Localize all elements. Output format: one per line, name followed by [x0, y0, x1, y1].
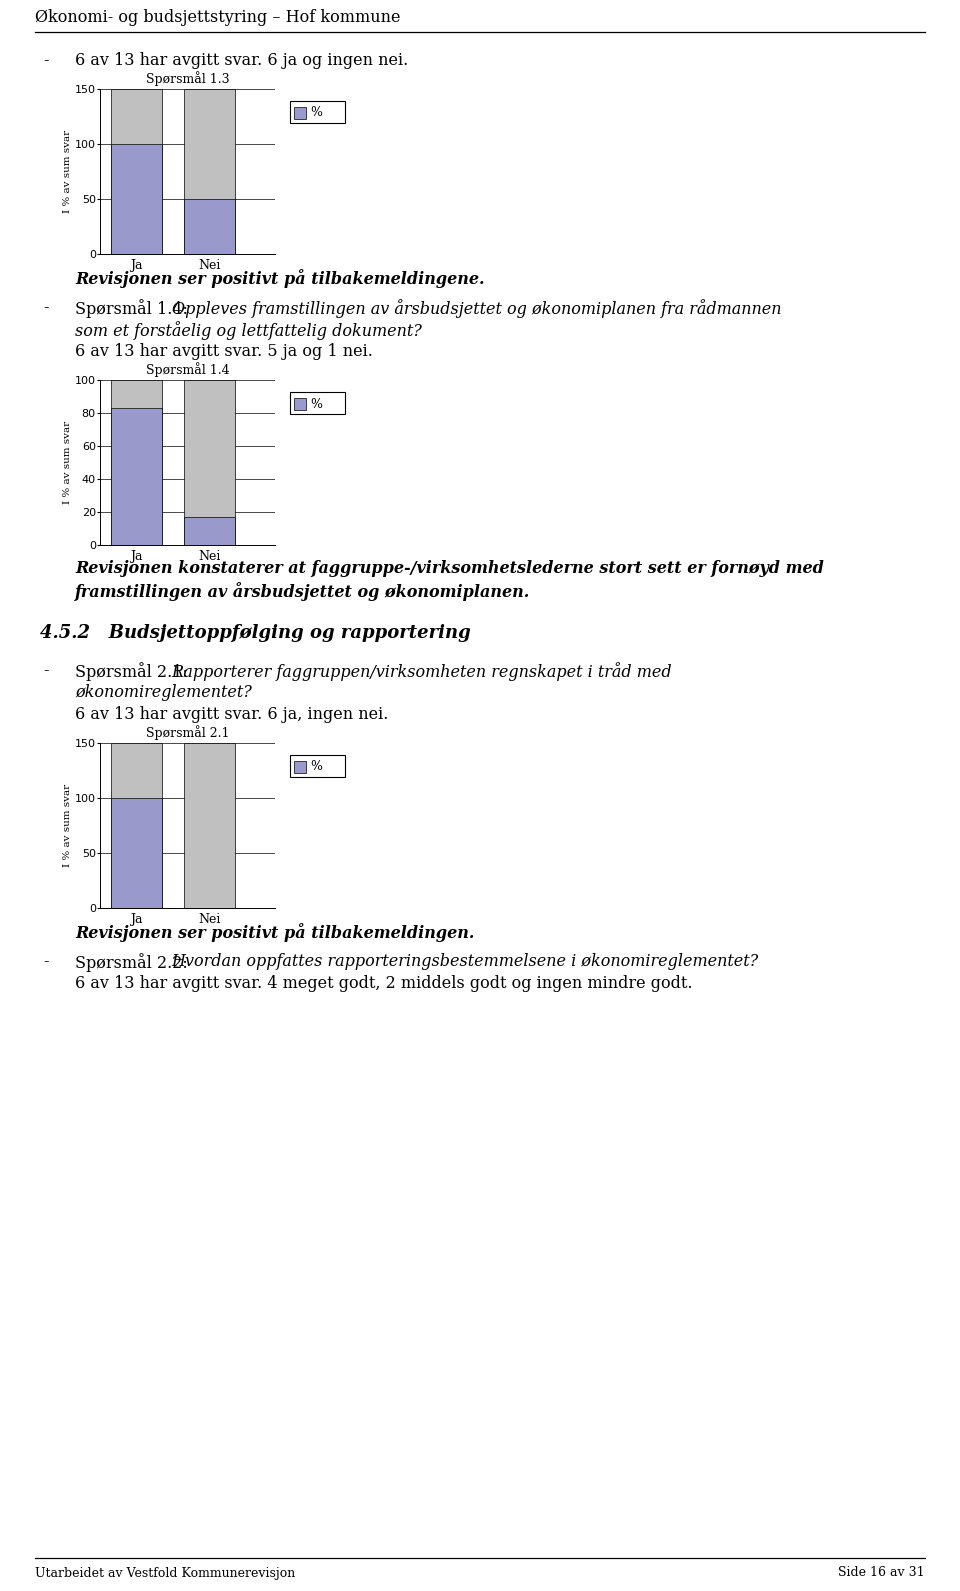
Text: Revisjonen konstaterer at faggruppe-/virksomhetslederne stort sett er fornøyd me: Revisjonen konstaterer at faggruppe-/vir…	[75, 560, 824, 578]
Bar	[184, 89, 235, 255]
Text: -: -	[43, 953, 49, 971]
Text: -: -	[43, 662, 49, 679]
Text: Spørsmål 1.4:: Spørsmål 1.4:	[75, 299, 193, 318]
Title: Spørsmål 1.4: Spørsmål 1.4	[146, 363, 229, 377]
Text: Økonomi- og budsjettstyring – Hof kommune: Økonomi- og budsjettstyring – Hof kommun…	[35, 10, 400, 27]
Bar	[184, 199, 235, 255]
Text: 6 av 13 har avgitt svar. 6 ja, ingen nei.: 6 av 13 har avgitt svar. 6 ja, ingen nei…	[75, 706, 389, 722]
Text: framstillingen av årsbudsjettet og økonomiplanen.: framstillingen av årsbudsjettet og økono…	[75, 582, 530, 601]
Title: Spørsmål 2.1: Spørsmål 2.1	[146, 725, 229, 740]
Bar	[294, 107, 306, 119]
Y-axis label: I % av sum svar: I % av sum svar	[63, 422, 72, 504]
Text: %: %	[310, 107, 322, 119]
Y-axis label: I % av sum svar: I % av sum svar	[63, 784, 72, 867]
Text: Spørsmål 2.1:: Spørsmål 2.1:	[75, 662, 193, 681]
Text: Revisjonen ser positivt på tilbakemeldingen.: Revisjonen ser positivt på tilbakemeldin…	[75, 923, 474, 942]
Bar	[184, 743, 235, 908]
Title: Spørsmål 1.3: Spørsmål 1.3	[146, 72, 229, 86]
Text: -: -	[43, 299, 49, 317]
Text: Rapporterer faggruppen/virksomheten regnskapet i tråd med: Rapporterer faggruppen/virksomheten regn…	[172, 662, 672, 681]
Text: Utarbeidet av Vestfold Kommunerevisjon: Utarbeidet av Vestfold Kommunerevisjon	[35, 1567, 296, 1580]
Bar	[111, 743, 162, 908]
Text: 6 av 13 har avgitt svar. 4 meget godt, 2 middels godt og ingen mindre godt.: 6 av 13 har avgitt svar. 4 meget godt, 2…	[75, 975, 692, 993]
Text: Hvordan oppfattes rapporteringsbestemmelsene i økonomireglementet?: Hvordan oppfattes rapporteringsbestemmel…	[172, 953, 758, 971]
Bar	[294, 760, 306, 773]
Text: Side 16 av 31: Side 16 av 31	[838, 1567, 925, 1580]
Bar	[184, 517, 235, 546]
Bar	[111, 380, 162, 546]
Text: 6 av 13 har avgitt svar. 6 ja og ingen nei.: 6 av 13 har avgitt svar. 6 ja og ingen n…	[75, 53, 408, 68]
Text: %: %	[310, 398, 322, 410]
Bar	[111, 89, 162, 255]
Text: %: %	[310, 760, 322, 773]
Text: -: -	[43, 53, 49, 68]
Bar	[290, 756, 345, 776]
Bar	[111, 407, 162, 546]
Bar	[111, 799, 162, 908]
Text: Revisjonen ser positivt på tilbakemeldingene.: Revisjonen ser positivt på tilbakemeldin…	[75, 269, 485, 288]
Text: som et forståelig og lettfattelig dokument?: som et forståelig og lettfattelig dokume…	[75, 321, 421, 340]
Bar	[294, 398, 306, 410]
Text: 6 av 13 har avgitt svar. 5 ja og 1 nei.: 6 av 13 har avgitt svar. 5 ja og 1 nei.	[75, 344, 372, 360]
Y-axis label: I % av sum svar: I % av sum svar	[63, 130, 72, 213]
Bar	[111, 145, 162, 255]
Bar	[290, 391, 345, 414]
Text: økonomireglementet?: økonomireglementet?	[75, 684, 252, 702]
Bar	[290, 100, 345, 123]
Text: 4.5.2   Budsjettoppfølging og rapportering: 4.5.2 Budsjettoppfølging og rapportering	[40, 624, 470, 643]
Bar	[184, 380, 235, 546]
Text: Oppleves framstillingen av årsbudsjettet og økonomiplanen fra rådmannen: Oppleves framstillingen av årsbudsjettet…	[172, 299, 781, 318]
Text: Spørsmål 2.2:: Spørsmål 2.2:	[75, 953, 193, 972]
